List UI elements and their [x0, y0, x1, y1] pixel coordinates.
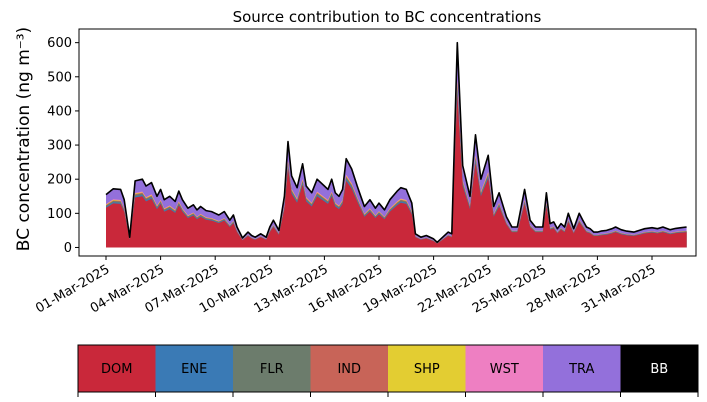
x-axis-ticks: 01-Mar-202504-Mar-202507-Mar-202510-Mar-…: [33, 256, 658, 316]
legend-label-wst: WST: [490, 362, 519, 377]
legend-label-ind: IND: [337, 362, 361, 377]
legend-swatch-ene: [155, 345, 234, 392]
total-line: [105, 41, 687, 244]
y-tick-label: 500: [47, 70, 72, 85]
legend-swatch-tra: [543, 345, 621, 392]
y-tick-label: 0: [64, 241, 72, 256]
y-axis-label: BC concentration (ng m⁻³): [14, 27, 34, 251]
legend-label-bb: BB: [650, 362, 668, 377]
chart-title: Source contribution to BC concentrations: [233, 8, 542, 26]
plot-frame: [78, 28, 697, 257]
legend-swatch-shp: [388, 345, 466, 392]
y-tick-label: 300: [47, 139, 72, 154]
area-dom: [106, 93, 687, 248]
legend-swatch-dom: [78, 345, 156, 392]
total-line-group: [105, 41, 687, 244]
legend-label-shp: SHP: [414, 362, 440, 377]
stacked-areas: [106, 42, 687, 248]
legend-swatch-bb: [620, 345, 699, 392]
source-legend: DOM ENE FLR IND SHP WST TRA BB: [77, 344, 699, 397]
legend-label-dom: DOM: [101, 362, 132, 377]
legend-swatch-ind: [310, 345, 389, 392]
legend-label-tra: TRA: [568, 362, 594, 377]
y-tick-label: 200: [47, 173, 72, 188]
y-tick-label: 400: [47, 104, 72, 119]
y-axis-ticks: 0 100 200 300 400 500 600: [47, 36, 79, 256]
legend-label-flr: FLR: [260, 362, 284, 377]
legend-swatch-wst: [465, 345, 544, 392]
legend-label-ene: ENE: [181, 362, 207, 377]
legend-swatch-flr: [233, 345, 311, 392]
y-tick-label: 100: [47, 207, 72, 222]
y-tick-label: 600: [47, 36, 72, 51]
